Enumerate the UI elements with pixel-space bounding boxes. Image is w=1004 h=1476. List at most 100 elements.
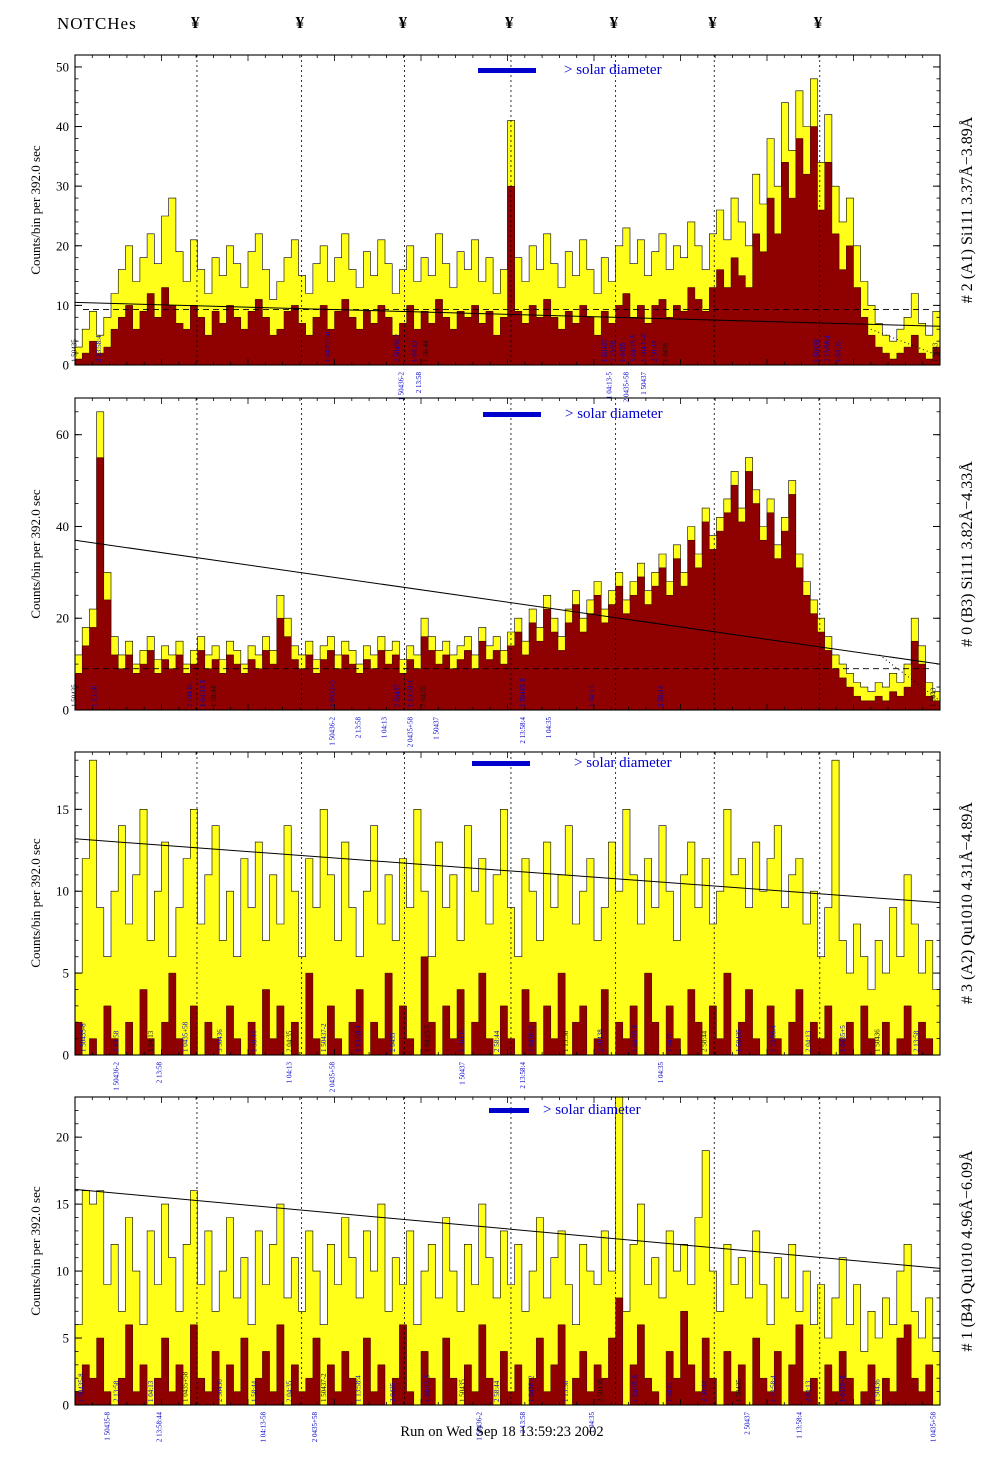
solar-diameter-label: > solar diameter [574,755,672,771]
tiny-annotation: 1 04:13 [380,717,388,739]
y-tick-label: 20 [56,1130,69,1145]
solar-diameter-label: > solar diameter [543,1102,641,1118]
tiny-annotation: 2 13:58 [354,717,362,739]
trend-line [74,539,941,665]
tiny-annotation: 1 13:58 [562,1380,570,1402]
y-tick-label: 10 [56,1264,69,1279]
tiny-annotation: 1 04:13-5 [199,679,207,707]
y-tick-label: 15 [56,802,69,817]
tiny-annotation: 1 50436-2 [329,717,337,746]
panel-p4: 1 50435-8 2 13:58 1 04:13 1 0435+58 2 50436 1… [56,1096,941,1443]
tiny-annotation: 2 50437 [393,684,401,707]
tiny-annotation: 1 50437-2 [320,1023,328,1052]
tiny-annotation: 1 04:35 [657,1062,665,1084]
y-tick-label: 0 [63,358,70,373]
histogram-total-p4 [74,1096,941,1406]
y-tick-label: 5 [63,966,70,981]
tiny-annotation: 1 13:58 [562,1030,570,1052]
solar-diameter-label: > solar diameter [565,406,663,422]
histogram-core-p2 [74,457,941,711]
y-tick-label: 5 [63,1331,70,1346]
panel-p2: 1 50435 1 13:58 2 50436 1 04:13-5 1 58:44 1 0… [56,397,941,747]
tiny-annotation: 2 50436 [186,684,194,707]
tiny-annotation: 1 0435+58 [324,331,332,362]
notch-icon: ¥ [708,13,717,32]
tiny-annotation: 2 0435+58 [623,372,631,403]
tiny-annotation: 1 50436 [873,1029,881,1052]
tiny-annotation: 1 50435-8 [78,1373,86,1402]
panel-title-p1: # 2 (A1) Si111 3.37Å−3.89Å [959,116,976,304]
tiny-annotation: 1 50435-8 [519,678,527,707]
notch-icon: ¥ [609,13,619,32]
tiny-annotation: 1 0435 [666,1382,674,1402]
tiny-annotation: 1 0436+2 [527,1375,535,1402]
tiny-annotation: 1 13:58:4 [354,1025,362,1052]
solar-diameter-bar [489,1108,529,1113]
tiny-annotation: 1 50436 [873,1379,881,1402]
notches-label: NOTCHes [57,14,137,33]
y-tick-label: 0 [63,1398,70,1413]
tiny-annotation: 2 04:35 [419,685,427,707]
tiny-annotation: 1 04:13-58 [259,1412,267,1443]
y-axis-label-p2: Counts/bin per 392.0 sec [28,489,43,619]
tiny-annotation: 2 58:44 [493,1030,501,1052]
solar-diameter-label: > solar diameter [564,62,662,78]
y-tick-label: 0 [63,1048,70,1063]
tiny-annotation: 1 0435 [666,1032,674,1052]
tiny-annotation: 1 0435+58 [930,1412,938,1443]
histogram-core-p1 [74,126,941,366]
tiny-annotation: 1 58:44 [210,685,218,707]
tiny-annotation: 1 0436 [662,342,670,362]
tiny-annotation: 1 58:44 [251,1030,259,1052]
panel-p3: 1 50435-8 2 13:58 1 04:13 1 0435+58 3 50436 1… [56,751,941,1093]
y-tick-label: 0 [63,703,70,718]
tiny-annotation: 1 50437 [640,372,648,395]
tiny-annotation: 2 13:58:44 [156,1412,164,1443]
y-tick-label: 15 [56,1197,69,1212]
solar-diameter-legend-p4: > solar diameter [489,1102,641,1119]
tiny-annotation: 1 04:13 [411,340,419,362]
tiny-annotation: 2 50438 [597,1029,605,1052]
tiny-annotation: 1 0436+2 [527,1025,535,1052]
solar-diameter-bar [478,68,536,73]
tiny-annotation: 2 58:44 [650,340,658,362]
notch-icon: ¥ [190,13,200,32]
tiny-annotation: 1 50435 [458,1379,466,1402]
tiny-annotation: 2 58:44 [657,685,665,707]
tiny-annotation: 1 50437 [601,339,609,362]
y-tick-label: 60 [56,427,69,442]
tail-dotted [870,328,941,357]
tiny-annotation: 2 13:58:4 [519,717,527,744]
solar-diameter-bar [472,761,530,766]
tiny-annotation: 1 50435-8 [104,1412,112,1441]
tiny-annotation: 2 04:35 [285,1030,293,1052]
tiny-annotation: 2 13:58 [519,1412,527,1434]
solar-diameter-legend-p1: > solar diameter [478,62,662,79]
tiny-annotation: 1 50436-2 [112,1062,120,1091]
tiny-annotation: 1 13:58:4 [770,1025,778,1052]
tiny-annotation: 2 50438 [597,1379,605,1402]
tiny-annotation: 1 50435-8 [640,333,648,362]
tiny-annotation: 1 50435 [735,1379,743,1402]
tiny-annotation: 1 0435+5 [839,1025,847,1052]
tiny-annotation: 1 0435+5 [839,1375,847,1402]
solar-diameter-legend-p3: > solar diameter [472,755,672,772]
notch-icon: ¥ [398,13,408,32]
tiny-annotation: 1 5043 [931,342,939,362]
panel-title-p4: # 1 (B4) Qu1010 4.96Å−6.09Å [959,1150,976,1352]
tiny-annotation: 1 13:58:4 [796,1412,804,1439]
tiny-annotation: 1 04:13 [285,1062,293,1084]
tiny-annotation: 2 58:44 [700,1380,708,1402]
tiny-annotation: 1 13:58:4 [354,1375,362,1402]
tiny-annotation: 1 04:13 [147,1380,155,1402]
tiny-annotation: 1 50436-2 [476,1412,484,1441]
tiny-annotation: 1 50436-2 [398,372,406,401]
tail-dotted [879,654,941,702]
tiny-annotation: 2 0435+58 [329,1062,337,1093]
tiny-annotation: 1 13:58:4 [406,680,414,707]
tiny-annotation: 1 50438 [813,339,821,362]
trend-line [74,301,941,327]
y-tick-label: 30 [56,179,69,194]
tiny-annotation: 1 0435+58 [181,1021,189,1052]
